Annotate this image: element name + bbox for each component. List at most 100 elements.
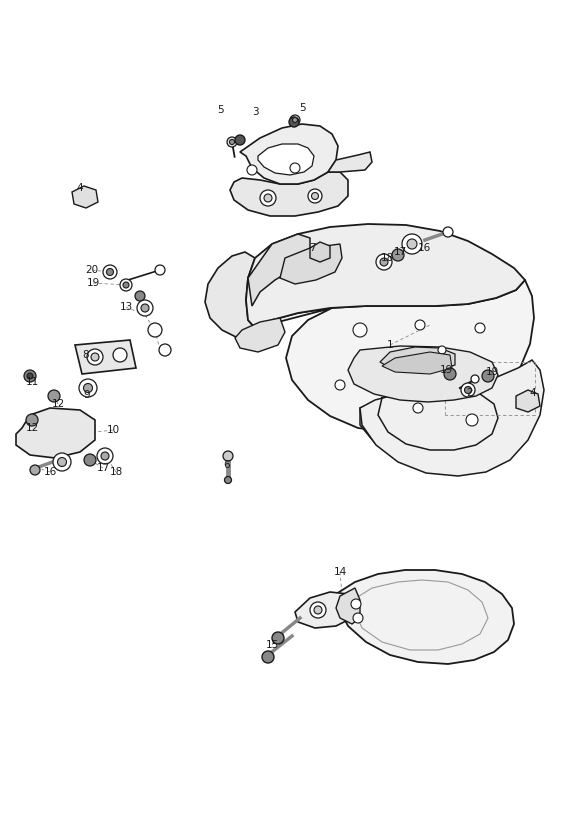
Text: 17: 17 (96, 463, 110, 473)
Circle shape (24, 370, 36, 382)
Circle shape (310, 602, 326, 618)
Polygon shape (280, 244, 342, 284)
Circle shape (137, 300, 153, 316)
Polygon shape (336, 570, 514, 664)
Polygon shape (360, 360, 544, 476)
Circle shape (290, 115, 300, 125)
Text: 19: 19 (86, 278, 100, 288)
Text: 15: 15 (265, 640, 279, 650)
Circle shape (227, 137, 237, 147)
Circle shape (293, 118, 297, 123)
Circle shape (311, 193, 318, 199)
Circle shape (466, 414, 478, 426)
Text: 13: 13 (120, 302, 132, 312)
Text: 7: 7 (308, 243, 315, 253)
Polygon shape (235, 318, 285, 352)
Polygon shape (380, 347, 455, 372)
Circle shape (148, 323, 162, 337)
Circle shape (53, 453, 71, 471)
Circle shape (235, 135, 245, 145)
Text: 5: 5 (217, 105, 223, 115)
Polygon shape (16, 408, 95, 458)
Polygon shape (258, 144, 314, 175)
Text: 5: 5 (300, 103, 306, 113)
Circle shape (159, 344, 171, 356)
Circle shape (443, 227, 453, 237)
Circle shape (84, 454, 96, 466)
Text: 14: 14 (333, 567, 347, 577)
Circle shape (465, 386, 472, 394)
Text: 18: 18 (110, 467, 122, 477)
Polygon shape (205, 252, 255, 340)
Polygon shape (295, 592, 358, 628)
Polygon shape (360, 380, 528, 466)
Circle shape (230, 139, 234, 144)
Text: 17: 17 (394, 247, 406, 257)
Circle shape (48, 390, 60, 402)
Text: 4: 4 (77, 183, 83, 193)
Polygon shape (310, 242, 330, 262)
Text: 2: 2 (466, 388, 473, 398)
Circle shape (376, 254, 392, 270)
Text: 20: 20 (86, 265, 99, 275)
Circle shape (97, 448, 113, 464)
Text: 8: 8 (83, 350, 89, 360)
Text: 10: 10 (107, 425, 120, 435)
Text: 19: 19 (486, 367, 498, 377)
Circle shape (91, 353, 99, 361)
Circle shape (262, 651, 274, 663)
Circle shape (141, 304, 149, 312)
Circle shape (247, 165, 257, 175)
Text: 16: 16 (417, 243, 431, 253)
Circle shape (415, 320, 425, 330)
Text: 12: 12 (51, 399, 65, 409)
Circle shape (380, 258, 388, 266)
Circle shape (103, 265, 117, 279)
Circle shape (224, 476, 231, 484)
Circle shape (264, 194, 272, 202)
Circle shape (407, 239, 417, 249)
Text: 1: 1 (387, 340, 394, 350)
Circle shape (223, 451, 233, 461)
Circle shape (290, 163, 300, 173)
Text: 19: 19 (440, 365, 452, 375)
Circle shape (83, 383, 93, 392)
Polygon shape (248, 234, 310, 306)
Polygon shape (516, 390, 540, 412)
Text: 9: 9 (84, 390, 90, 400)
Circle shape (120, 279, 132, 291)
Text: 16: 16 (43, 467, 57, 477)
Circle shape (438, 346, 446, 354)
Circle shape (289, 117, 299, 127)
Circle shape (353, 613, 363, 623)
Text: 4: 4 (530, 388, 536, 398)
Circle shape (107, 269, 114, 275)
Text: 3: 3 (252, 107, 258, 117)
Circle shape (260, 190, 276, 206)
Circle shape (461, 383, 475, 397)
Circle shape (272, 632, 284, 644)
Circle shape (101, 452, 109, 460)
Polygon shape (75, 340, 136, 374)
Circle shape (135, 291, 145, 301)
Polygon shape (246, 224, 525, 328)
Polygon shape (240, 124, 338, 184)
Circle shape (87, 349, 103, 365)
Polygon shape (336, 588, 360, 624)
Polygon shape (328, 152, 372, 172)
Circle shape (471, 375, 479, 383)
Circle shape (444, 368, 456, 380)
Circle shape (353, 323, 367, 337)
Circle shape (475, 323, 485, 333)
Circle shape (113, 348, 127, 362)
Circle shape (26, 414, 38, 426)
Circle shape (123, 282, 129, 288)
Circle shape (155, 265, 165, 275)
Text: 6: 6 (224, 460, 230, 470)
Text: 11: 11 (26, 377, 38, 387)
Polygon shape (382, 352, 452, 374)
Text: 12: 12 (26, 423, 38, 433)
Circle shape (335, 380, 345, 390)
Polygon shape (72, 186, 98, 208)
Circle shape (413, 403, 423, 413)
